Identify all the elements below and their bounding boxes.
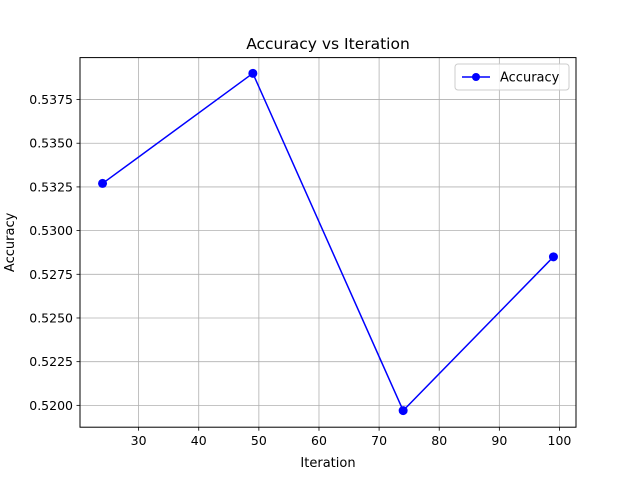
legend-marker-sample: [472, 73, 480, 81]
series-line-accuracy: [102, 72, 554, 412]
data-point: [398, 406, 408, 416]
data-point: [98, 178, 108, 188]
axis-ticks: 30 40 50 60 70 80 90 100 0.5200 0.5225 0.5250 0.527…: [29, 92, 571, 448]
legend: Accuracy: [454, 63, 570, 91]
x-tick-label: 50: [251, 433, 267, 448]
y-tick-label: 0.5275: [29, 267, 73, 282]
x-tick-label: 40: [191, 433, 207, 448]
data-point: [548, 252, 558, 262]
series-layer: [98, 68, 558, 416]
y-tick-label: 0.5350: [29, 136, 73, 151]
y-tick-label: 0.5325: [29, 179, 73, 194]
x-tick-label: 30: [131, 433, 147, 448]
x-tick-label: 90: [491, 433, 507, 448]
x-axis-label: Iteration: [300, 456, 355, 471]
x-tick-label: 100: [548, 433, 572, 448]
y-tick-label: 0.5200: [29, 398, 73, 413]
y-tick-label: 0.5250: [29, 310, 73, 325]
y-tick-label: 0.5225: [29, 354, 73, 369]
chart-title: Accuracy vs Iteration: [246, 35, 410, 53]
data-point: [248, 68, 258, 78]
x-tick-label: 80: [431, 433, 447, 448]
y-axis-label: Accuracy: [3, 212, 18, 272]
x-tick-label: 70: [371, 433, 387, 448]
legend-box: [454, 63, 570, 91]
y-tick-label: 0.5300: [29, 223, 73, 238]
y-tick-label: 0.5375: [29, 92, 73, 107]
axes-frame: [79, 57, 577, 428]
x-tick-label: 60: [311, 433, 327, 448]
legend-entry-accuracy: Accuracy: [500, 71, 560, 86]
